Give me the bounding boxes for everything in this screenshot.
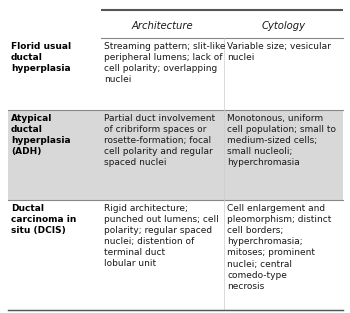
Text: Cytology: Cytology <box>261 21 306 31</box>
Text: Architecture: Architecture <box>132 21 193 31</box>
Text: Variable size; vesicular
nuclei: Variable size; vesicular nuclei <box>227 42 331 62</box>
Text: Partial duct involvement
of cribriform spaces or
rosette-formation; focal
cell p: Partial duct involvement of cribriform s… <box>104 114 215 167</box>
Text: Monotonous, uniform
cell population; small to
medium-sized cells;
small nucleoli: Monotonous, uniform cell population; sma… <box>227 114 336 167</box>
Text: Ductal
carcinoma in
situ (DCIS): Ductal carcinoma in situ (DCIS) <box>11 204 76 235</box>
Text: Florid usual
ductal
hyperplasia: Florid usual ductal hyperplasia <box>11 42 71 73</box>
Text: Streaming pattern; slit-like
peripheral lumens; lack of
cell polarity; overlappi: Streaming pattern; slit-like peripheral … <box>104 42 225 84</box>
Bar <box>8 110 343 200</box>
Text: Atypical
ductal
hyperplasia
(ADH): Atypical ductal hyperplasia (ADH) <box>11 114 71 156</box>
Text: Rigid architecture;
punched out lumens; cell
polarity; regular spaced
nuclei; di: Rigid architecture; punched out lumens; … <box>104 204 219 269</box>
Text: Cell enlargement and
pleomorphism; distinct
cell borders;
hyperchromasia;
mitose: Cell enlargement and pleomorphism; disti… <box>227 204 331 291</box>
